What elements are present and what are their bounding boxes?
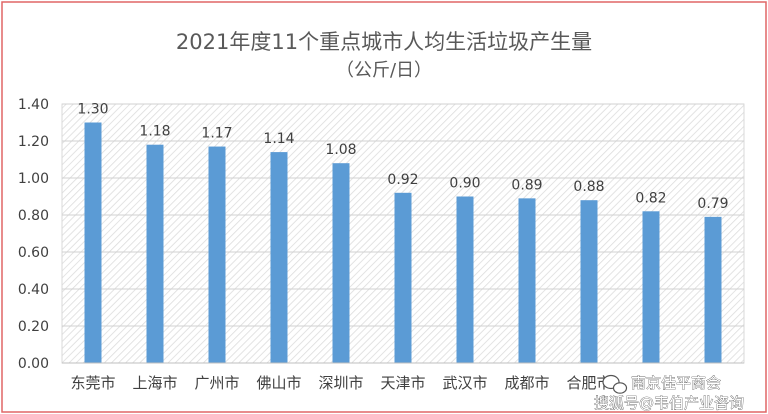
watermark-line1: 南京佳平商会 — [631, 374, 721, 392]
x-axis: 东莞市 上海市 广州市 佛山市 深圳市 天津市 武汉市 成都市 合肥市 — [62, 362, 744, 392]
x-tick-label: 合肥市 — [566, 374, 611, 392]
y-tick-label: 0.40 — [18, 282, 49, 298]
bar — [146, 144, 164, 363]
x-tick-label: 广州市 — [194, 374, 239, 392]
y-tick-label: 0.80 — [18, 208, 49, 224]
data-label: 1.08 — [325, 142, 356, 158]
bar — [642, 211, 660, 363]
bar — [518, 198, 536, 363]
data-label: 0.79 — [697, 196, 728, 212]
bar — [270, 152, 288, 363]
x-tick-label: 成都市 — [504, 374, 549, 392]
x-tick-label: 天津市 — [380, 374, 425, 392]
chart-subtitle: （公斤/日） — [336, 60, 432, 81]
y-tick-label: 0.60 — [18, 245, 49, 261]
bar — [394, 192, 412, 363]
x-tick-label: 东莞市 — [70, 374, 115, 392]
x-tick-label: 上海市 — [132, 374, 177, 392]
data-label: 0.89 — [511, 177, 542, 193]
wechat-logo-icon — [602, 374, 628, 394]
data-label: 1.14 — [263, 131, 294, 147]
bar — [208, 146, 226, 363]
x-tick-label: 佛山市 — [256, 374, 301, 392]
bar — [456, 196, 474, 363]
data-label: 0.92 — [387, 172, 418, 188]
watermark: 南京佳平商会 搜狐号@韦伯产业咨询 — [594, 374, 745, 413]
bar — [84, 122, 102, 363]
data-label: 0.88 — [573, 179, 604, 195]
data-label: 1.18 — [139, 124, 170, 140]
watermark-line2: 搜狐号@韦伯产业咨询 — [594, 394, 744, 412]
x-tick-label: 武汉市 — [442, 374, 487, 392]
bars — [84, 122, 722, 363]
data-label: 0.82 — [635, 190, 666, 206]
data-labels: 1.30 1.18 1.17 1.14 1.08 0.92 0.90 0.89 0.88 0.82… — [77, 102, 728, 212]
bar — [580, 200, 598, 363]
bar — [704, 216, 722, 363]
chart-title: 2021年度11个重点城市人均生活垃圾产生量 — [176, 30, 592, 54]
y-tick-label: 0.00 — [18, 356, 49, 372]
data-label: 0.90 — [449, 176, 480, 192]
data-label: 1.17 — [201, 126, 232, 142]
y-tick-label: 1.20 — [18, 134, 49, 150]
x-tick-label: 深圳市 — [318, 374, 363, 392]
y-tick-label: 0.20 — [18, 319, 49, 335]
y-tick-label: 1.40 — [18, 97, 49, 113]
y-axis: 0.00 0.20 0.40 0.60 0.80 1.00 1.20 1.40 — [18, 97, 49, 372]
bar — [332, 163, 350, 363]
data-label: 1.30 — [77, 102, 108, 118]
y-tick-label: 1.00 — [18, 171, 49, 187]
